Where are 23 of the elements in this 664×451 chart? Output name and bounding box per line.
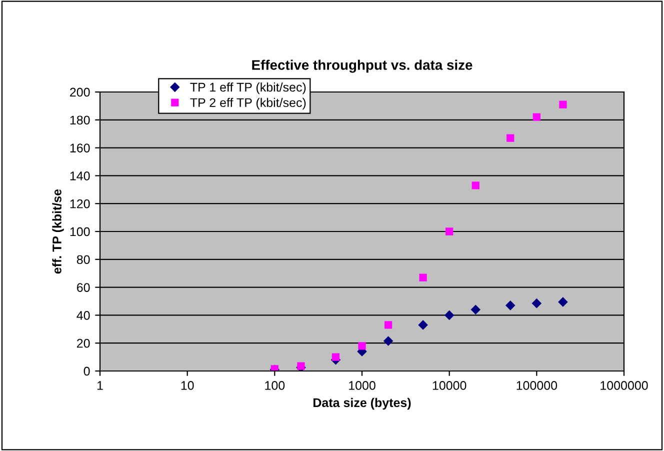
x-tick-label: 10000	[432, 381, 466, 390]
y-tick-label: 120	[70, 199, 90, 208]
y-tick-label: 40	[76, 311, 90, 320]
x-tick-label: 10	[181, 381, 194, 390]
y-tick-label: 160	[70, 144, 90, 152]
y-tick-label: 60	[77, 283, 90, 292]
y-tick-label: 20	[77, 338, 90, 348]
chart-title: Effective throughput vs. data size	[252, 60, 472, 73]
y-tick-label: 0	[84, 366, 90, 376]
y-tick-label: 180	[70, 116, 90, 125]
y-tick-label: 140	[70, 172, 90, 180]
x-tick-label: 1000000	[600, 381, 648, 390]
y-axis-title: eff. TP (kbit/se	[52, 189, 64, 274]
y-tick-label: 100	[70, 227, 90, 236]
x-tick-label: 100000	[516, 381, 558, 390]
y-tick-label: 80	[76, 255, 90, 264]
y-tick-label: 200	[70, 88, 90, 97]
x-tick-label: 100	[265, 381, 285, 390]
legend-label: TP 2 eff TP (kbit/sec)	[190, 98, 306, 110]
x-tick-label: 1000	[349, 381, 376, 390]
x-tick-label: 1	[97, 381, 103, 390]
legend-label: TP 1 eff TP (kbit/sec)	[190, 82, 306, 94]
x-axis-title: Data size (bytes)	[314, 398, 411, 410]
